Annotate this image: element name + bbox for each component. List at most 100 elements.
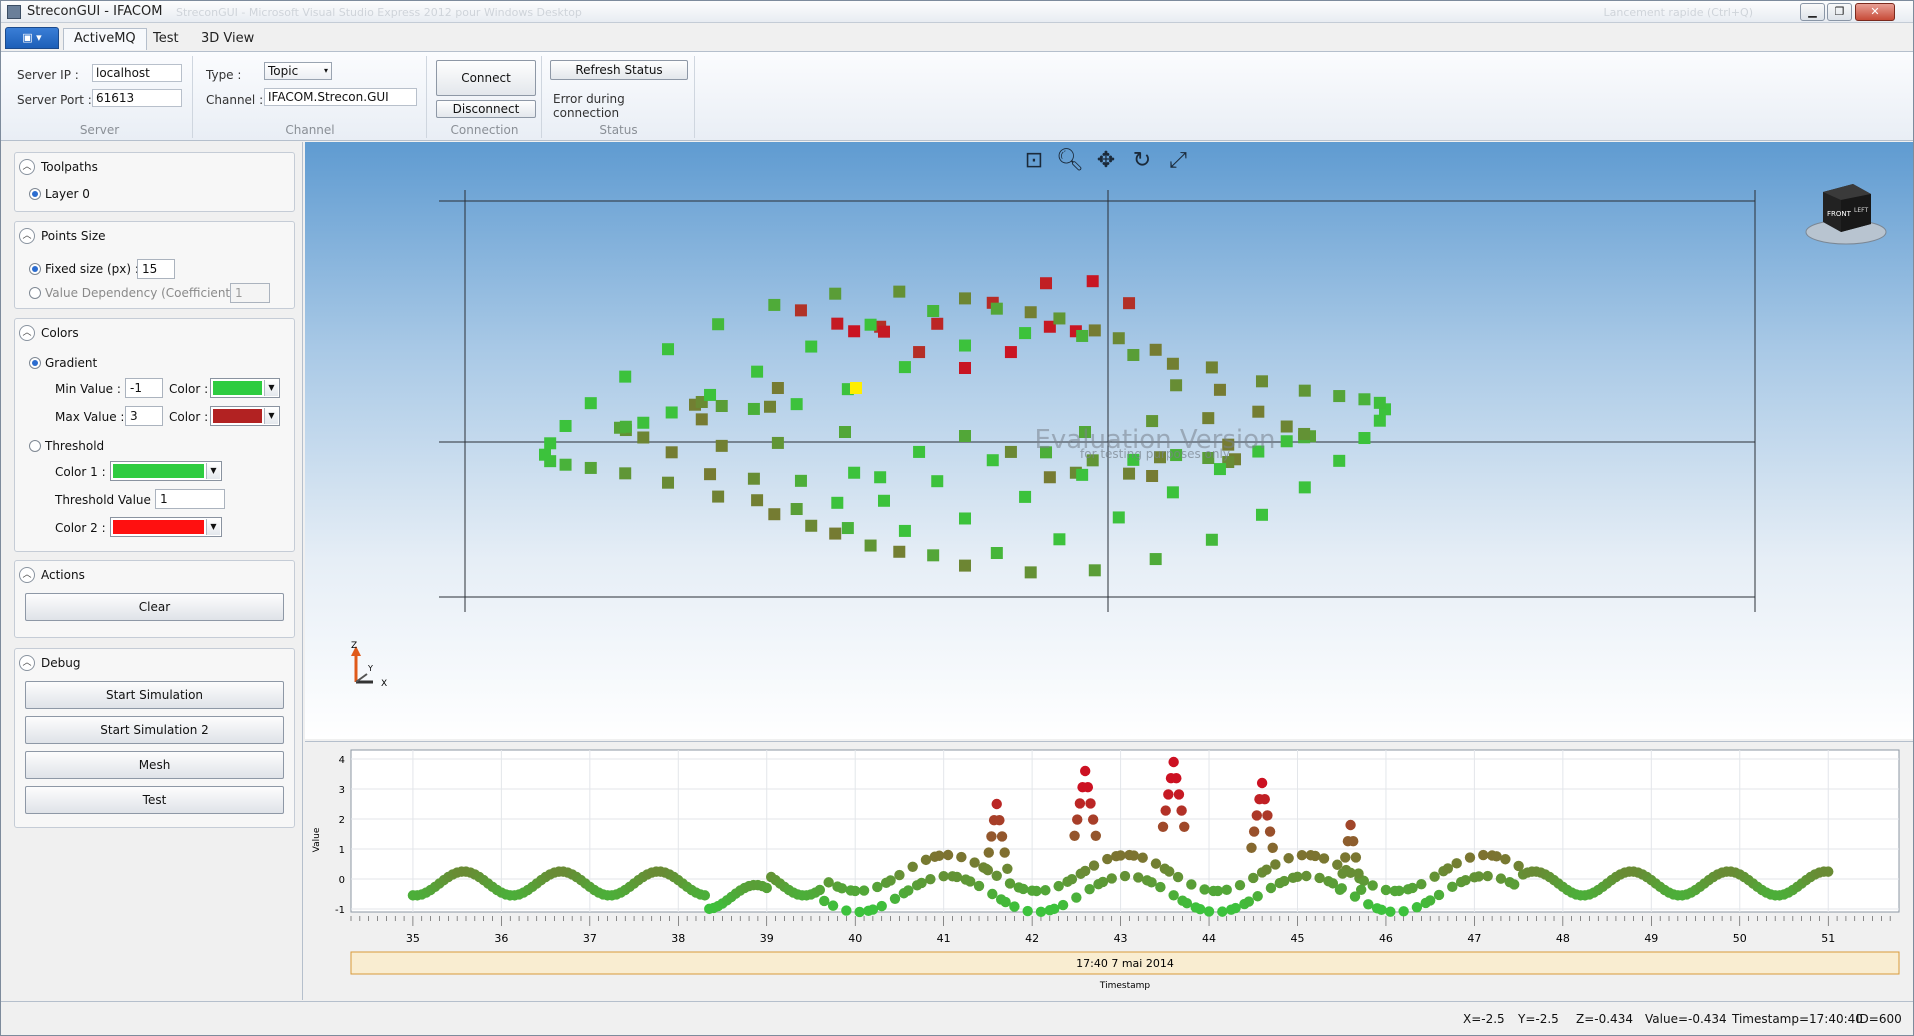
chart-data-point — [1297, 850, 1307, 860]
connection-group: Connect Disconnect Connection — [428, 56, 542, 138]
point-cloud-marker — [839, 426, 851, 438]
point-cloud-marker — [1025, 306, 1037, 318]
test-button[interactable]: Test — [25, 786, 284, 814]
chart-data-point — [1394, 886, 1404, 896]
toolpaths-header[interactable]: ︿ Toolpaths — [15, 157, 294, 177]
title-bar[interactable]: StreconGUI - IFACOM StreconGUI - Microso… — [1, 1, 1913, 23]
refresh-status-button[interactable]: Refresh Status — [550, 60, 688, 80]
collapse-icon[interactable]: ︿ — [19, 325, 35, 341]
point-cloud-marker — [795, 304, 807, 316]
debug-header[interactable]: ︿ Debug — [15, 653, 294, 673]
min-color-picker[interactable]: ▼ — [210, 378, 280, 398]
chart-data-point — [1465, 852, 1475, 862]
chart-data-point — [1195, 904, 1205, 914]
server-port-input[interactable]: 61613 — [92, 89, 182, 107]
chart-data-point — [1000, 897, 1010, 907]
color-1-label: Color 1 : — [55, 465, 106, 479]
application-menu-button[interactable]: ▣ ▾ — [5, 27, 59, 49]
channel-input[interactable]: IFACOM.Strecon.GUI — [264, 88, 417, 106]
close-button[interactable]: ✕ — [1855, 3, 1895, 21]
chart-data-point — [1363, 899, 1373, 909]
chart-data-point — [916, 878, 926, 888]
layer-0-radio[interactable] — [29, 188, 41, 200]
max-color-picker[interactable]: ▼ — [210, 406, 280, 426]
max-value-input[interactable]: 3 — [125, 406, 163, 426]
point-cloud-marker — [791, 503, 803, 515]
chart-data-point — [1244, 896, 1254, 906]
chart-data-point — [992, 871, 1002, 881]
point-cloud-marker — [696, 413, 708, 425]
value-scatter-chart[interactable]: 35 36 37 38 39 40 41 42 43 44 45 46 47 48 49 50 51 -1 0 1 2 3… — [305, 742, 1913, 1001]
tab-activemq[interactable]: ActiveMQ — [63, 28, 147, 50]
actions-header[interactable]: ︿ Actions — [15, 565, 294, 585]
point-cloud-marker — [865, 319, 877, 331]
chart-data-point — [1301, 871, 1311, 881]
chart-data-point — [1151, 858, 1161, 868]
server-ip-input[interactable]: localhost — [92, 64, 182, 82]
point-cloud-marker — [1252, 406, 1264, 418]
minimize-button[interactable]: ▁ — [1800, 3, 1825, 21]
point-cloud-marker — [913, 346, 925, 358]
color-2-picker[interactable]: ▼ — [110, 517, 222, 537]
color-2-swatch — [113, 520, 204, 534]
color-1-picker[interactable]: ▼ — [110, 461, 222, 481]
min-value-label: Min Value : — [55, 382, 121, 396]
chart-data-point — [1091, 831, 1101, 841]
start-simulation-button[interactable]: Start Simulation — [25, 681, 284, 709]
view-cube[interactable]: FRONT LEFT — [1801, 170, 1891, 250]
chart-data-point — [1335, 885, 1345, 895]
collapse-icon[interactable]: ︿ — [19, 228, 35, 244]
point-cloud-marker — [1256, 509, 1268, 521]
point-cloud-marker — [848, 325, 860, 337]
min-value-input[interactable]: -1 — [125, 378, 163, 398]
chart-data-point — [700, 890, 710, 900]
collapse-icon[interactable]: ︿ — [19, 655, 35, 671]
chart-data-point — [1088, 814, 1098, 824]
point-cloud-marker — [544, 437, 556, 449]
maximize-button[interactable]: ❐ — [1827, 3, 1852, 21]
mesh-button[interactable]: Mesh — [25, 751, 284, 779]
chart-data-point — [1213, 886, 1223, 896]
start-simulation-2-button[interactable]: Start Simulation 2 — [25, 716, 284, 744]
chart-data-point — [1069, 831, 1079, 841]
status-y: Y=-2.5 — [1518, 1012, 1559, 1026]
point-cloud-marker — [751, 366, 763, 378]
chart-x-tick-label: 37 — [583, 932, 597, 945]
chart-data-point — [894, 870, 904, 880]
collapse-icon[interactable]: ︿ — [19, 567, 35, 583]
type-select[interactable]: Topic ▾ — [264, 62, 332, 80]
chart-data-point — [1447, 882, 1457, 892]
disconnect-button[interactable]: Disconnect — [436, 100, 536, 118]
gradient-radio[interactable] — [29, 357, 41, 369]
clear-button[interactable]: Clear — [25, 593, 284, 621]
selected-point-marker[interactable] — [850, 382, 862, 394]
chart-data-point — [1075, 798, 1085, 808]
chart-data-point — [903, 885, 913, 895]
threshold-radio[interactable] — [29, 440, 41, 452]
point-cloud-marker — [878, 326, 890, 338]
threshold-value-input[interactable]: 1 — [155, 489, 225, 509]
point-cloud-marker — [1167, 358, 1179, 370]
value-dependency-input[interactable]: 1 — [230, 283, 270, 303]
collapse-icon[interactable]: ︿ — [19, 159, 35, 175]
points-size-header[interactable]: ︿ Points Size — [15, 226, 294, 246]
point-cloud-marker — [716, 440, 728, 452]
chart-data-point — [1496, 873, 1506, 883]
point-cloud-marker — [927, 549, 939, 561]
viewport-3d[interactable]: ⊡ 🔍︎ ✥ ↻ ⤢ Evaluation Version for testin… — [305, 142, 1913, 739]
connect-button[interactable]: Connect — [436, 60, 536, 96]
point-cloud-marker — [716, 400, 728, 412]
point-cloud-marker — [829, 528, 841, 540]
tab-3d-view[interactable]: 3D View — [191, 29, 264, 51]
fixed-size-input[interactable]: 15 — [137, 259, 175, 279]
chart-y-tick-label: 3 — [339, 785, 345, 796]
chart-data-point — [986, 831, 996, 841]
chart-data-point — [943, 850, 953, 860]
chart-data-point — [1385, 906, 1395, 916]
tab-test[interactable]: Test — [143, 29, 189, 51]
point-cloud-marker — [1089, 564, 1101, 576]
chart-data-point — [1376, 905, 1386, 915]
value-dependency-radio[interactable] — [29, 287, 41, 299]
colors-header[interactable]: ︿ Colors — [15, 323, 294, 343]
fixed-size-radio[interactable] — [29, 263, 41, 275]
